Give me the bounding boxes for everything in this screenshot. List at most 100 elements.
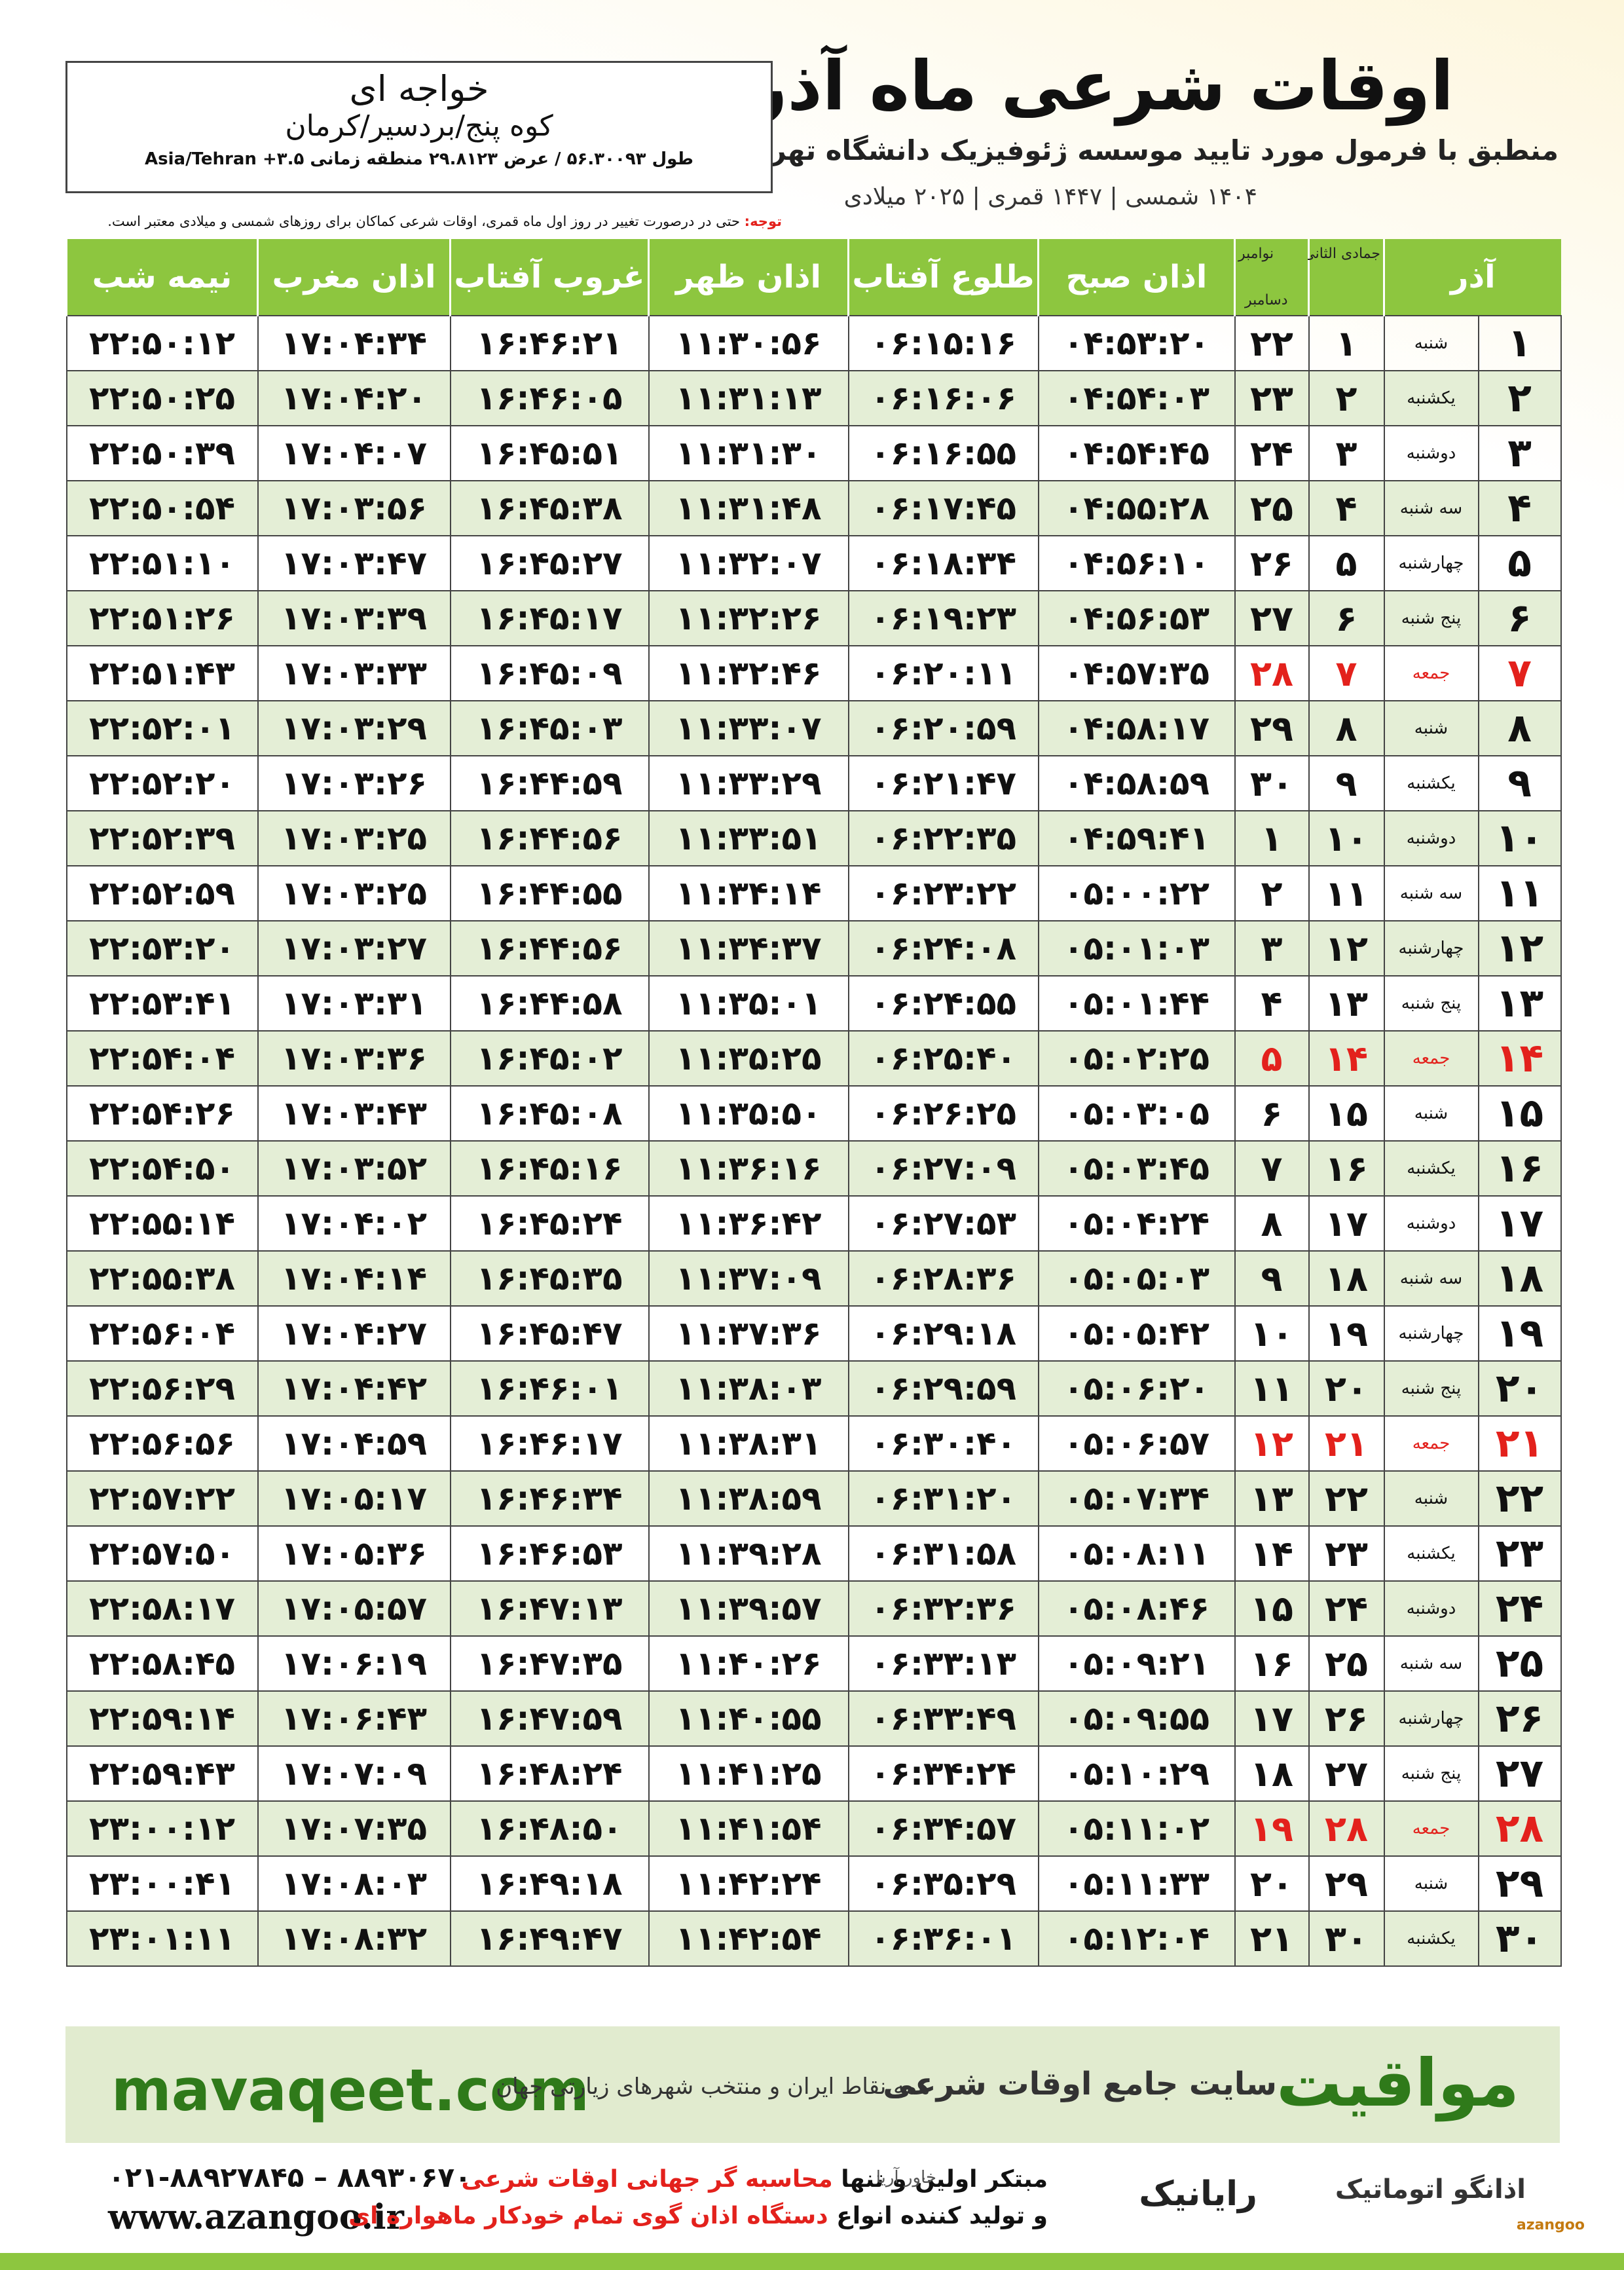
time: ۱۷:۰۳:۳۳ — [257, 645, 451, 701]
time: ۱۷:۰۸:۰۳ — [257, 1855, 451, 1912]
gregorian-day: ۵ — [1234, 1030, 1310, 1087]
islamic-day: ۱۸ — [1308, 1250, 1385, 1307]
time: ۱۷:۰۳:۲۵ — [257, 865, 451, 921]
time: ۱۶:۴۹:۱۸ — [449, 1855, 650, 1912]
islamic-day: ۲۵ — [1308, 1635, 1385, 1692]
day: ۳۰ — [1477, 1910, 1562, 1967]
time: ۲۲:۵۷:۵۰ — [65, 1525, 259, 1582]
day: ۱۹ — [1477, 1305, 1562, 1362]
time: ۱۱:۳۴:۳۷ — [648, 920, 849, 977]
time: ۲۲:۵۱:۲۶ — [65, 590, 259, 646]
time: ۱۱:۳۶:۴۲ — [648, 1195, 849, 1252]
islamic-day: ۱۷ — [1308, 1195, 1385, 1252]
day: ۴ — [1477, 480, 1562, 536]
gregorian-day: ۱۸ — [1234, 1745, 1310, 1802]
time-header: نیمه شب — [65, 239, 258, 316]
time: ۰۵:۰۴:۲۴ — [1037, 1195, 1236, 1252]
gregorian-top: نوامبر — [1238, 246, 1274, 262]
time: ۰۶:۲۱:۴۷ — [847, 755, 1039, 811]
day: ۱۰ — [1477, 810, 1562, 866]
islamic-day: ۱۱ — [1308, 865, 1385, 921]
logo-rayanik: رایانیک — [1139, 2174, 1257, 2214]
islamic-day: ۳۰ — [1308, 1910, 1385, 1967]
islamic-day: ۲۴ — [1308, 1580, 1385, 1637]
time: ۱۷:۰۶:۱۹ — [257, 1635, 451, 1692]
day: ۳ — [1477, 425, 1562, 481]
row: ۲۶ چهارشنبه ۲۶ ۱۷ ۰۵:۰۹:۵۵ ۰۶:۳۳:۴۹ ۱۱:۴۰:۵۵ ۱۶… — [65, 1690, 1562, 1747]
time: ۲۲:۵۲:۰۱ — [65, 700, 259, 756]
month-header: آذر — [1383, 239, 1561, 316]
gregorian-bottom: دسامبر — [1245, 292, 1288, 308]
time: ۱۷:۰۵:۵۷ — [257, 1580, 451, 1637]
row: ۱۵ شنبه ۱۵ ۶ ۰۵:۰۳:۰۵ ۰۶:۲۶:۲۵ ۱۱:۳۵:۵۰ ۱۶:۴۵:۰… — [65, 1085, 1562, 1142]
row: ۲۱ جمعه ۲۱ ۱۲ ۰۵:۰۶:۵۷ ۰۶:۳۰:۴۰ ۱۱:۳۸:۳۱ ۱۶:۴۶:… — [65, 1415, 1562, 1472]
islamic-day: ۲۲ — [1308, 1470, 1385, 1527]
time: ۰۴:۵۷:۳۵ — [1037, 645, 1236, 701]
note-text: حتی در درصورت تغییر در روز اول ماه قمری،… — [107, 214, 740, 229]
row: ۱۴ جمعه ۱۴ ۵ ۰۵:۰۲:۲۵ ۰۶:۲۵:۴۰ ۱۱:۳۵:۲۵ ۱۶:۴۵:۰… — [65, 1030, 1562, 1087]
islamic-day: ۱۰ — [1308, 810, 1385, 866]
islamic-day: ۹ — [1308, 755, 1385, 811]
day: ۲ — [1477, 370, 1562, 426]
gregorian-day: ۶ — [1234, 1085, 1310, 1142]
weekday: یکشنبه — [1383, 370, 1479, 426]
gregorian-day: ۲۷ — [1234, 590, 1310, 646]
time: ۲۲:۵۷:۲۲ — [65, 1470, 259, 1527]
time: ۱۶:۴۸:۲۴ — [449, 1745, 650, 1802]
time: ۲۲:۵۶:۵۶ — [65, 1415, 259, 1472]
row: ۲۳ یکشنبه ۲۳ ۱۴ ۰۵:۰۸:۱۱ ۰۶:۳۱:۵۸ ۱۱:۳۹:۲۸ ۱۶:۴… — [65, 1525, 1562, 1582]
time: ۰۴:۵۴:۰۳ — [1037, 370, 1236, 426]
time: ۰۴:۵۹:۴۱ — [1037, 810, 1236, 866]
weekday: چهارشنبه — [1383, 1305, 1479, 1362]
time: ۱۶:۴۶:۰۱ — [449, 1360, 650, 1417]
weekday: دوشنبه — [1383, 425, 1479, 481]
time: ۰۴:۵۸:۵۹ — [1037, 755, 1236, 811]
weekday: شنبه — [1383, 1855, 1479, 1912]
location-coords: طول ۵۶.۳۰۰۹۳ / عرض ۲۹.۸۱۲۳ منطقه زمانی ۳… — [145, 149, 693, 169]
logo-sub: خاور آریا — [876, 2168, 936, 2187]
weekday: شنبه — [1383, 1470, 1479, 1527]
time: ۲۲:۵۲:۲۰ — [65, 755, 259, 811]
time: ۱۱:۴۱:۲۵ — [648, 1745, 849, 1802]
time: ۱۱:۴۰:۵۵ — [648, 1690, 849, 1747]
time: ۱۶:۴۵:۰۸ — [449, 1085, 650, 1142]
weekday: یکشنبه — [1383, 1525, 1479, 1582]
gregorian-day: ۲۹ — [1234, 700, 1310, 756]
weekday: پنج شنبه — [1383, 1360, 1479, 1417]
weekday: سه شنبه — [1383, 1250, 1479, 1307]
time: ۰۶:۲۰:۵۹ — [847, 700, 1039, 756]
weekday: سه شنبه — [1383, 480, 1479, 536]
day: ۸ — [1477, 700, 1562, 756]
time: ۱۷:۰۴:۳۴ — [257, 315, 451, 371]
time-header: اذان مغرب — [257, 239, 451, 316]
weekday: دوشنبه — [1383, 1195, 1479, 1252]
time: ۰۶:۳۳:۱۳ — [847, 1635, 1039, 1692]
time: ۱۶:۴۴:۵۵ — [449, 865, 650, 921]
time: ۲۳:۰۱:۱۱ — [65, 1910, 259, 1967]
time: ۱۷:۰۵:۳۶ — [257, 1525, 451, 1582]
time: ۱۶:۴۶:۳۴ — [449, 1470, 650, 1527]
time: ۰۴:۵۵:۲۸ — [1037, 480, 1236, 536]
row: ۵ چهارشنبه ۵ ۲۶ ۰۴:۵۶:۱۰ ۰۶:۱۸:۳۴ ۱۱:۳۲:۰۷ ۱۶:۴… — [65, 535, 1562, 591]
time: ۰۶:۳۴:۵۷ — [847, 1800, 1039, 1857]
bottom-bar — [0, 2253, 1624, 2270]
time: ۱۶:۴۶:۲۱ — [449, 315, 650, 371]
gregorian-day: ۱ — [1234, 810, 1310, 866]
weekday: جمعه — [1383, 1415, 1479, 1472]
time: ۰۵:۰۱:۴۴ — [1037, 975, 1236, 1032]
time: ۱۱:۴۱:۵۴ — [648, 1800, 849, 1857]
time: ۰۶:۲۹:۱۸ — [847, 1305, 1039, 1362]
time: ۰۵:۰۱:۰۳ — [1037, 920, 1236, 977]
time: ۲۲:۵۸:۴۵ — [65, 1635, 259, 1692]
day: ۲۸ — [1477, 1800, 1562, 1857]
time: ۱۱:۳۹:۲۸ — [648, 1525, 849, 1582]
islamic-day: ۵ — [1308, 535, 1385, 591]
islamic-day: ۱۳ — [1308, 975, 1385, 1032]
time: ۰۵:۰۲:۲۵ — [1037, 1030, 1236, 1087]
banner — [65, 2026, 1560, 2143]
time: ۰۵:۰۳:۰۵ — [1037, 1085, 1236, 1142]
row: ۱۲ چهارشنبه ۱۲ ۳ ۰۵:۰۱:۰۳ ۰۶:۲۴:۰۸ ۱۱:۳۴:۳۷ ۱۶:… — [65, 920, 1562, 977]
time: ۰۴:۵۸:۱۷ — [1037, 700, 1236, 756]
time: ۱۷:۰۳:۳۹ — [257, 590, 451, 646]
weekday: جمعه — [1383, 1800, 1479, 1857]
